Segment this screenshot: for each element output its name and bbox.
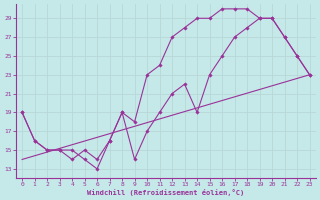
X-axis label: Windchill (Refroidissement éolien,°C): Windchill (Refroidissement éolien,°C)	[87, 189, 244, 196]
